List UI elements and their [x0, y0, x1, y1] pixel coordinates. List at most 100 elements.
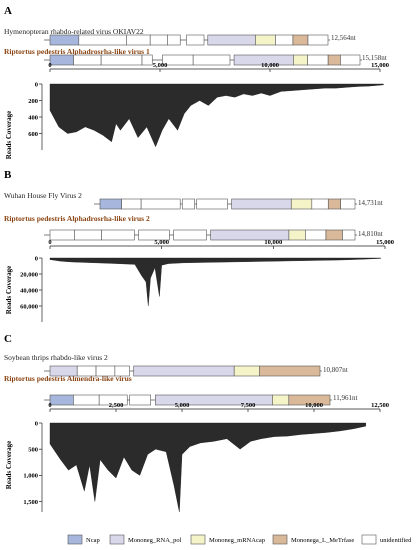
coverage-y-tick-label: 60,000 [20, 303, 38, 310]
ref-gene-box [99, 198, 122, 210]
panel-a-y-axis-title: Reads Coverage [5, 111, 13, 159]
panel-c-letter: C [4, 333, 12, 345]
legend-label: unidentified [380, 537, 412, 544]
panel-a-query-label: Riptortus pedestris Alphadrosrha-like vi… [4, 47, 150, 56]
ref-gene-box [311, 198, 329, 210]
ref-gene-box [121, 198, 142, 210]
panel-b-coverage-plot: 0 20,000 40,000 60,000 [20, 255, 381, 322]
legend-label: Mononeg_mRNAcap [209, 537, 265, 544]
ref-gene-box [76, 365, 97, 377]
query-gene-box [342, 229, 356, 241]
position-tick-label: 5,000 [153, 62, 168, 69]
legend-label: Ncap [86, 537, 100, 544]
panel-b-ref-label: Wuhan House Fly Virus 2 [4, 191, 82, 200]
query-gene-box [141, 54, 153, 66]
legend-swatch [272, 534, 288, 545]
coverage-y-tick-label: 0 [35, 420, 38, 427]
query-gene-box [307, 54, 329, 66]
ref-gene-box [307, 34, 329, 46]
ref-gene-box [275, 34, 294, 46]
coverage-y-tick-label: 400 [28, 114, 38, 121]
query-gene-box [73, 394, 100, 406]
query-gene-box [272, 394, 290, 406]
query-gene-box [340, 54, 361, 66]
coverage-area [49, 257, 381, 307]
ref-gene-box [207, 34, 256, 46]
query-gene-box [98, 394, 128, 406]
position-tick-label: 0 [48, 402, 51, 409]
coverage-y-tick-label: 1,000 [23, 473, 38, 480]
panel-a-coverage-plot: 0 200 400 600 [28, 81, 384, 150]
query-gene-box [325, 229, 343, 241]
query-gene-box [327, 54, 341, 66]
coverage-area [49, 422, 366, 513]
legend-label: Mononeg_RNA_pol [128, 537, 182, 544]
ref-gene-box [114, 365, 130, 377]
panel-b: B Wuhan House Fly Virus 2 Riptortus pede… [4, 169, 394, 322]
position-tick-label: 5,000 [175, 402, 190, 409]
ref-gene-box [140, 198, 181, 210]
query-gene-box [293, 54, 308, 66]
ref-gene-box [259, 365, 321, 377]
coverage-y-tick-label: 40,000 [20, 287, 38, 294]
panel-c-position-axis: 0 2,500 5,000 7,500 10,000 12,500 [48, 402, 389, 412]
ref-gene-box [167, 34, 181, 46]
panel-c: C Soybean thrips rhabdo-like virus 2 Rip… [4, 333, 389, 513]
ref-gene-box [290, 198, 313, 210]
panel-c-ref-genome-map [44, 365, 322, 377]
coverage-y-tick-label: 600 [28, 131, 38, 138]
legend-swatch [361, 534, 377, 545]
query-gene-box [305, 229, 327, 241]
query-gene-box [288, 229, 306, 241]
legend-label: Mononega_L_MeTrfase [291, 537, 354, 544]
panel-b-ref-genome-map [94, 198, 357, 210]
position-tick-label: 0 [48, 62, 51, 69]
coverage-y-tick-label: 200 [28, 98, 38, 105]
ref-gene-box [255, 34, 276, 46]
gene-domain-legend: Ncap Mononeg_RNA_pol Mononeg_mRNAcap Monone… [67, 534, 412, 545]
position-tick-label: 7,500 [241, 402, 256, 409]
panel-a-ref-genome-map [44, 34, 330, 46]
position-tick-label: 10,000 [264, 239, 282, 246]
query-gene-box [192, 54, 231, 66]
legend-swatch [190, 534, 206, 545]
panel-b-query-genome-map [44, 229, 357, 241]
panel-a-letter: A [4, 5, 12, 17]
ref-gene-box [78, 34, 127, 46]
panel-b-position-axis: 0 5,000 10,000 15,000 [48, 239, 394, 249]
coverage-y-tick-label: 0 [35, 255, 38, 262]
query-gene-box [129, 394, 151, 406]
panel-c-query-label: Riptortus pedestris Almendra-like virus [4, 374, 132, 383]
panel-b-query-label: Riptortus pedestris Alphadrosrha-like vi… [4, 214, 150, 223]
panel-a-query-length: 15,158nt [362, 54, 387, 62]
position-tick-label: 2,500 [109, 402, 124, 409]
legend-swatch [67, 534, 83, 545]
panel-c-coverage-plot: 0 500 1,000 1,500 [23, 420, 366, 513]
query-gene-box [49, 54, 74, 66]
panel-c-ref-length: 10,807nt [323, 366, 348, 374]
ref-gene-box [292, 34, 309, 46]
panel-a: A Hymenopteran rhabdo-related virus OKIA… [4, 5, 389, 159]
ref-gene-box [49, 365, 78, 377]
panel-a-ref-length: 12,564nt [331, 34, 356, 42]
coverage-area [49, 83, 384, 148]
ref-gene-box [133, 365, 235, 377]
panel-b-letter: B [4, 169, 12, 181]
panel-c-query-length: 11,961nt [333, 394, 357, 402]
ref-gene-box [181, 198, 195, 210]
position-tick-label: 0 [48, 239, 51, 246]
panel-b-y-axis-title: Reads Coverage [5, 266, 13, 314]
query-gene-box [138, 229, 170, 241]
panel-b-query-length: 14,810nt [358, 230, 383, 238]
ref-gene-box [231, 198, 292, 210]
query-gene-box [288, 394, 331, 406]
panel-a-position-axis: 0 5,000 10,000 15,000 [48, 62, 389, 72]
position-tick-label: 15,000 [371, 62, 389, 69]
ref-gene-box [149, 34, 169, 46]
panel-b-ref-length: 14,731nt [358, 199, 383, 207]
ref-gene-box [95, 365, 116, 377]
legend-swatch [109, 534, 125, 545]
panel-c-ref-label: Soybean thrips rhabdo-like virus 2 [4, 353, 108, 362]
coverage-y-tick-label: 0 [35, 81, 38, 88]
